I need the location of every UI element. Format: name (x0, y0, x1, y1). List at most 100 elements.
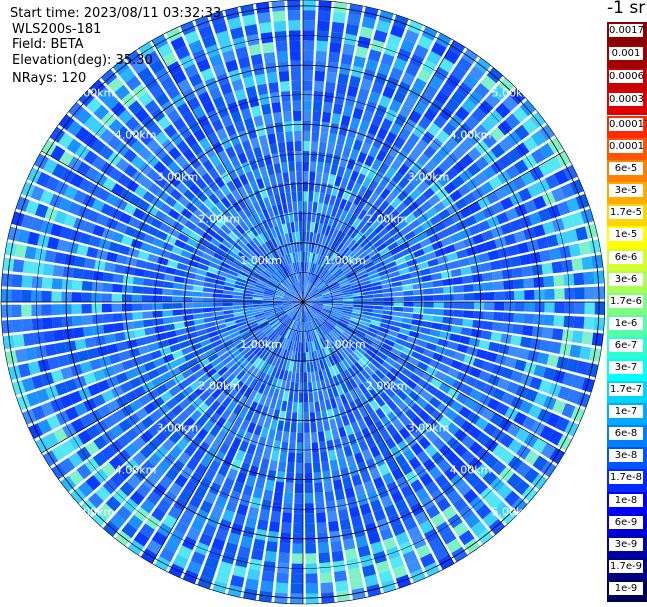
ray-gate-cell (139, 131, 154, 146)
ray-gate-cell (289, 286, 297, 295)
ray-gate-cell (170, 188, 183, 201)
ray-gate-cell (279, 268, 287, 278)
ray-gate-cell (184, 404, 197, 416)
ray-gate-cell (353, 55, 366, 69)
ray-gate-cell (395, 454, 408, 467)
ray-gate-cell (246, 443, 257, 456)
ray-gate-cell (350, 351, 360, 362)
ray-gate-cell (168, 227, 181, 238)
ray-gate-cell (367, 490, 379, 503)
ray-gate-cell (107, 135, 122, 150)
ray-gate-cell (344, 486, 356, 499)
ray-gate-cell (183, 417, 196, 430)
ray-gate-cell (486, 494, 503, 510)
ray-gate-cell (191, 397, 204, 409)
ray-gate-cell (410, 325, 422, 333)
ray-gate-cell (111, 303, 122, 312)
ray-gate-cell (92, 394, 106, 408)
ray-gate-cell (379, 200, 390, 212)
ray-gate-cell (557, 434, 573, 451)
ray-gate-cell (344, 380, 354, 392)
ray-gate-cell (304, 311, 307, 322)
ray-gate-cell (11, 304, 22, 318)
ray-gate-cell (432, 280, 443, 288)
ray-gate-cell (282, 278, 291, 287)
ray-gate-cell (523, 277, 535, 289)
ray-gate-cell (105, 217, 119, 230)
ray-gate-cell (473, 311, 484, 320)
ray-gate-cell (242, 14, 257, 27)
ray-gate-cell (395, 257, 406, 265)
ray-gate-cell (326, 261, 335, 271)
ray-gate-cell (149, 468, 164, 482)
ray-gate-cell (311, 290, 320, 297)
ray-gate-cell (392, 231, 404, 241)
ray-gate-cell (294, 295, 303, 302)
ray-gate-cell (309, 412, 316, 423)
ray-gate-cell (353, 304, 364, 308)
ray-gate-cell (133, 531, 150, 547)
ray-gate-cell (340, 261, 350, 270)
ray-gate-cell (523, 467, 540, 484)
ray-gate-cell (353, 194, 363, 206)
ray-gate-cell (401, 367, 413, 378)
ray-gate-cell (162, 288, 173, 296)
ray-gate-cell (382, 287, 393, 293)
ray-gate-cell (313, 100, 323, 112)
ray-gate-cell (289, 361, 294, 372)
ray-gate-cell (152, 34, 168, 50)
ray-gate-cell (86, 347, 99, 360)
ray-gate-cell (434, 90, 449, 106)
ray-gate-cell (138, 345, 150, 355)
ray-gate-cell (103, 520, 120, 537)
ray-gate-cell (202, 363, 214, 373)
ray-gate-cell (290, 70, 301, 81)
ray-gate-cell (318, 267, 325, 277)
ray-gate-cell (63, 185, 78, 200)
ray-gate-cell (54, 252, 67, 265)
ray-gate-cell (517, 348, 530, 360)
ray-gate-cell (278, 325, 286, 335)
ray-gate-cell (257, 83, 268, 96)
ray-gate-cell (420, 355, 432, 365)
ray-gate-cell (573, 272, 585, 286)
ray-gate-cell (241, 139, 252, 152)
ray-gate-cell (172, 117, 187, 131)
ray-gate-cell (521, 265, 533, 277)
ray-gate-cell (247, 203, 257, 215)
ray-gate-cell (196, 428, 209, 441)
ray-gate-cell (280, 280, 289, 289)
ray-gate-cell (273, 20, 287, 32)
ray-gate-cell (331, 550, 344, 562)
ray-gate-cell (335, 396, 343, 407)
ray-gate-cell (254, 312, 265, 318)
ray-gate-cell (110, 424, 124, 439)
ray-gate-cell (487, 374, 501, 387)
ray-gate-cell (328, 249, 336, 260)
ray-gate-cell (370, 234, 381, 245)
ray-gate-cell (193, 280, 205, 287)
ray-gate-cell (493, 312, 505, 322)
ray-gate-cell (400, 207, 412, 219)
ray-gate-cell (281, 267, 288, 277)
ray-gate-cell (552, 399, 567, 415)
ray-gate-cell (433, 308, 444, 316)
ray-gate-cell (314, 222, 319, 233)
ray-gate-cell (307, 201, 313, 212)
ray-gate-cell (172, 309, 183, 316)
ray-gate-cell (141, 415, 155, 429)
ray-gate-cell (493, 281, 504, 291)
ray-gate-cell (330, 164, 339, 176)
ray-gate-cell (364, 154, 375, 167)
ray-gate-cell (299, 292, 303, 302)
ray-gate-cell (223, 310, 234, 315)
ray-gate-cell (385, 261, 397, 269)
ray-gate-cell (293, 302, 303, 306)
ray-gate-cell (213, 217, 224, 228)
ray-gate-cell (362, 308, 374, 313)
ray-gate-cell (356, 372, 367, 383)
ray-gate-cell (294, 483, 303, 494)
ray-gate-cell (428, 233, 441, 244)
ray-gate-cell (240, 346, 251, 356)
